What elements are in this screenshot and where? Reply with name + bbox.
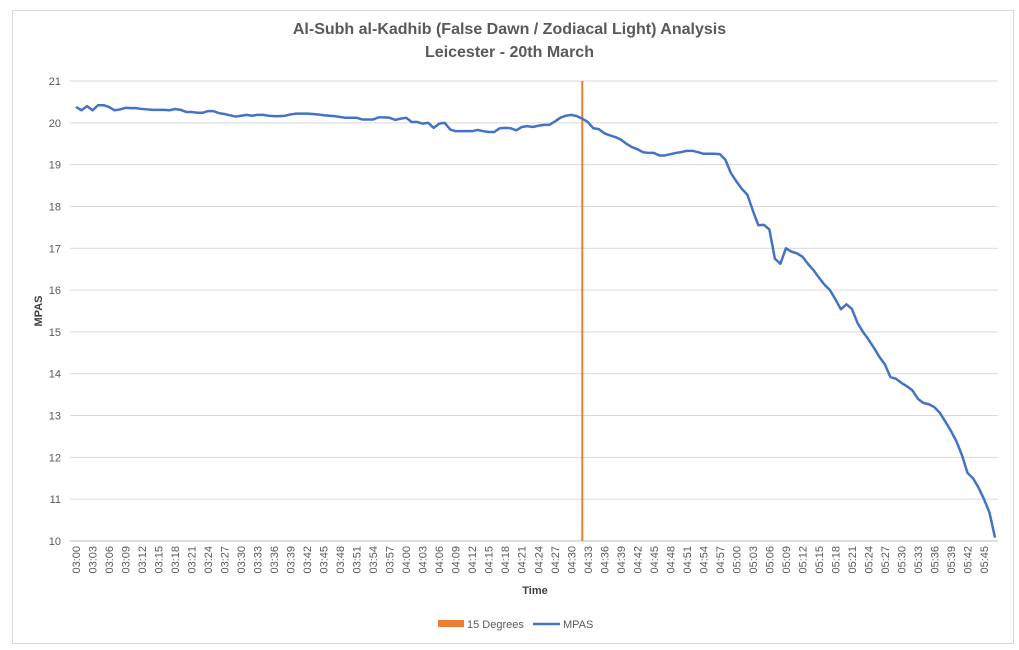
x-tick-label: 03:42 bbox=[302, 546, 314, 574]
series-line-mpas bbox=[75, 104, 997, 538]
x-tick-label: 04:42 bbox=[632, 546, 644, 574]
y-tick-label: 18 bbox=[49, 201, 61, 213]
x-tick-label: 05:12 bbox=[797, 546, 809, 574]
y-tick-label: 19 bbox=[49, 160, 61, 172]
x-tick-label: 05:03 bbox=[748, 546, 760, 574]
x-tick-label: 04:36 bbox=[599, 546, 611, 574]
x-tick-label: 05:30 bbox=[896, 546, 908, 574]
x-tick-label: 04:57 bbox=[715, 546, 727, 574]
chart-subtitle: Leicester - 20th March bbox=[425, 44, 594, 61]
x-tick-label: 03:15 bbox=[154, 546, 166, 574]
x-tick-label: 04:39 bbox=[616, 546, 628, 574]
y-tick-label: 10 bbox=[49, 536, 61, 548]
y-tick-label: 17 bbox=[49, 243, 61, 255]
x-tick-label: 03:36 bbox=[269, 546, 281, 574]
x-tick-label: 04:09 bbox=[451, 546, 463, 574]
gridlines bbox=[70, 80, 998, 500]
legend-label-15-degrees: 15 Degrees bbox=[467, 619, 524, 631]
x-tick-label: 04:27 bbox=[550, 546, 562, 574]
y-tick-label: 21 bbox=[49, 76, 61, 88]
x-tick-label: 03:51 bbox=[352, 546, 364, 574]
x-tick-label: 03:00 bbox=[71, 546, 83, 574]
x-tick-label: 05:39 bbox=[946, 546, 958, 574]
x-tick-label: 04:15 bbox=[484, 546, 496, 574]
x-tick-label: 05:18 bbox=[830, 546, 842, 574]
x-tick-label: 05:36 bbox=[929, 546, 941, 574]
x-tick-label: 03:45 bbox=[319, 546, 331, 574]
x-tick-label: 04:51 bbox=[682, 546, 694, 574]
y-axis-ticks: 10 11 12 13 14 15 16 17 18 19 20 21 bbox=[49, 76, 61, 548]
y-axis-title: MPAS bbox=[33, 296, 45, 327]
x-tick-label: 04:24 bbox=[533, 546, 545, 574]
x-tick-label: 03:57 bbox=[385, 546, 397, 574]
y-tick-label: 20 bbox=[49, 118, 61, 130]
x-tick-label: 03:18 bbox=[170, 546, 182, 574]
legend: 15 Degrees MPAS bbox=[438, 619, 593, 631]
x-tick-label: 03:12 bbox=[137, 546, 149, 574]
x-tick-label: 04:21 bbox=[517, 546, 529, 574]
x-tick-label: 04:03 bbox=[418, 546, 430, 574]
x-tick-label: 03:09 bbox=[121, 546, 133, 574]
chart-title: Al-Subh al-Kadhib (False Dawn / Zodiacal… bbox=[292, 21, 727, 38]
x-tick-label: 03:21 bbox=[187, 546, 199, 574]
x-tick-label: 03:48 bbox=[335, 546, 347, 574]
x-tick-label: 05:24 bbox=[863, 546, 875, 574]
x-tick-label: 03:06 bbox=[104, 546, 116, 574]
x-axis-title: Time bbox=[522, 585, 547, 597]
x-tick-label: 04:06 bbox=[434, 546, 446, 574]
x-tick-label: 03:54 bbox=[368, 546, 380, 574]
y-tick-label: 12 bbox=[49, 452, 61, 464]
x-tick-label: 05:42 bbox=[962, 546, 974, 574]
x-tick-label: 04:33 bbox=[583, 546, 595, 574]
x-tick-label: 03:03 bbox=[88, 546, 100, 574]
y-tick-label: 15 bbox=[49, 327, 61, 339]
chart-frame bbox=[12, 10, 1014, 644]
y-tick-label: 16 bbox=[49, 285, 61, 297]
legend-swatch-15-degrees bbox=[438, 620, 464, 627]
x-tick-label: 03:33 bbox=[253, 546, 265, 574]
x-tick-label: 04:00 bbox=[401, 546, 413, 574]
x-tick-label: 05:45 bbox=[979, 546, 991, 574]
x-tick-label: 05:33 bbox=[913, 546, 925, 574]
x-tick-label: 03:27 bbox=[220, 546, 232, 574]
x-tick-label: 04:30 bbox=[566, 546, 578, 574]
x-axis-ticks: 03:00 03:03 03:06 03:09 03:12 03:15 03:18 03:21… bbox=[71, 546, 991, 574]
x-tick-label: 04:54 bbox=[698, 546, 710, 574]
x-tick-label: 03:39 bbox=[286, 546, 298, 574]
x-tick-label: 05:06 bbox=[764, 546, 776, 574]
x-tick-label: 03:24 bbox=[203, 546, 215, 574]
x-tick-label: 05:21 bbox=[847, 546, 859, 574]
x-tick-label: 05:15 bbox=[814, 546, 826, 574]
x-tick-label: 05:00 bbox=[731, 546, 743, 574]
x-tick-label: 04:12 bbox=[467, 546, 479, 574]
x-tick-label: 04:45 bbox=[649, 546, 661, 574]
legend-label-mpas: MPAS bbox=[563, 619, 593, 631]
x-tick-label: 04:18 bbox=[500, 546, 512, 574]
y-tick-label: 14 bbox=[49, 369, 61, 381]
y-tick-label: 11 bbox=[50, 494, 61, 506]
x-tick-label: 05:27 bbox=[880, 546, 892, 574]
x-tick-label: 03:30 bbox=[236, 546, 248, 574]
x-tick-label: 05:09 bbox=[781, 546, 793, 574]
y-tick-label: 13 bbox=[49, 411, 61, 423]
x-tick-label: 04:48 bbox=[665, 546, 677, 574]
